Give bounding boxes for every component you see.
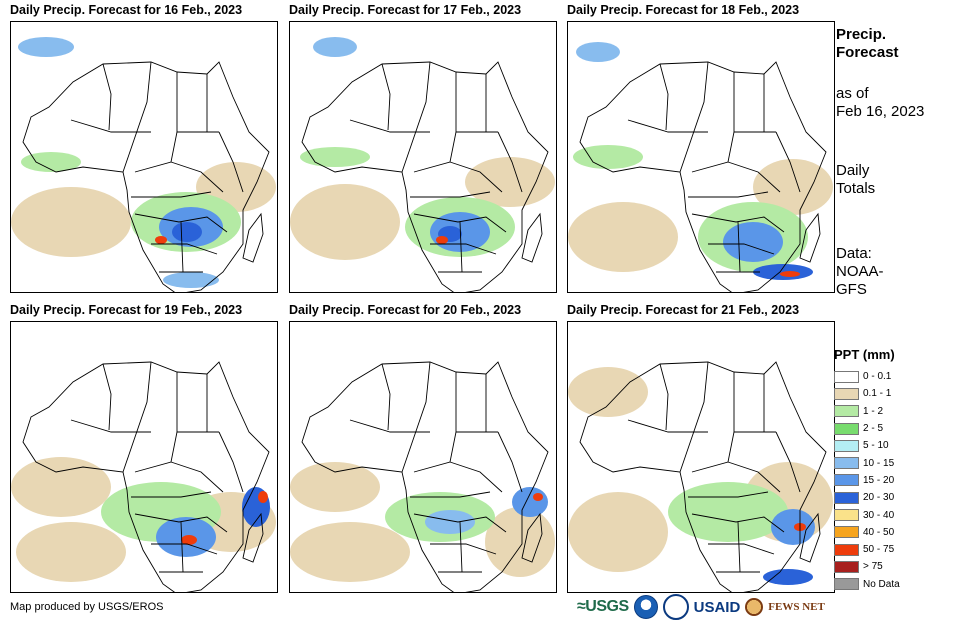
legend-item: 30 - 40	[834, 506, 900, 523]
legend-swatch	[834, 491, 859, 504]
legend-label: 20 - 30	[863, 492, 895, 504]
legend-swatch	[834, 578, 859, 591]
forecast-panel-6: Daily Precip. Forecast for 21 Feb., 2023	[567, 303, 835, 595]
forecast-panel-2: Daily Precip. Forecast for 17 Feb., 2023	[289, 3, 557, 295]
forecast-panel-5: Daily Precip. Forecast for 20 Feb., 2023	[289, 303, 557, 595]
legend-label: 10 - 15	[863, 457, 895, 469]
panel-title: Daily Precip. Forecast for 16 Feb., 2023	[10, 3, 243, 17]
precip-legend: PPT (mm) 0 - 0.1 0.1 - 1 1 - 2 2 - 5 5 - 10 1…	[834, 347, 900, 593]
legend-swatch	[834, 405, 859, 418]
forecast-map	[289, 321, 557, 593]
legend-item: 0 - 0.1	[834, 368, 900, 385]
legend-swatch	[834, 543, 859, 556]
panel-title: Daily Precip. Forecast for 21 Feb., 2023	[567, 303, 800, 317]
legend-label: No Data	[863, 578, 900, 590]
as-of-date: as of Feb 16, 2023	[836, 85, 961, 121]
legend-label: 1 - 2	[863, 405, 884, 417]
legend-title: PPT (mm)	[834, 347, 895, 362]
legend-swatch	[834, 439, 859, 452]
as-of-value: Feb 16, 2023	[836, 103, 925, 120]
legend-item: 0.1 - 1	[834, 385, 900, 402]
forecast-map	[10, 321, 278, 593]
heading-line: Forecast	[836, 44, 899, 61]
usaid-seal-icon	[662, 594, 689, 620]
legend-label: 15 - 20	[863, 474, 895, 486]
legend-item: 2 - 5	[834, 420, 900, 437]
totals-line: Totals	[836, 180, 876, 197]
legend-item: 1 - 2	[834, 403, 900, 420]
forecast-panel-4: Daily Precip. Forecast for 19 Feb., 2023	[10, 303, 278, 595]
legend-item: 50 - 75	[834, 541, 900, 558]
forecast-map	[10, 21, 278, 293]
legend-label: 40 - 50	[863, 526, 895, 538]
legend-label: 5 - 10	[863, 440, 889, 452]
data-source-line: Data:	[836, 245, 872, 262]
data-source: Data: NOAA- GFS	[836, 245, 961, 299]
panel-title: Daily Precip. Forecast for 19 Feb., 2023	[10, 303, 243, 317]
legend-item: 5 - 10	[834, 437, 900, 454]
legend-label: > 75	[863, 561, 883, 573]
legend-item: 15 - 20	[834, 472, 900, 489]
legend-swatch	[834, 387, 859, 400]
forecast-panel-1: Daily Precip. Forecast for 16 Feb., 2023	[10, 3, 278, 295]
legend-swatch	[834, 526, 859, 539]
panel-title: Daily Precip. Forecast for 20 Feb., 2023	[289, 303, 522, 317]
legend-item: 20 - 30	[834, 489, 900, 506]
legend-item: 40 - 50	[834, 524, 900, 541]
legend-item: 10 - 15	[834, 454, 900, 471]
legend-label: 0.1 - 1	[863, 388, 892, 400]
legend-label: 30 - 40	[863, 509, 895, 521]
forecast-map	[567, 321, 835, 593]
legend-swatch	[834, 457, 859, 470]
totals-line: Daily	[836, 162, 870, 179]
legend-swatch	[834, 422, 859, 435]
forecast-map	[567, 21, 835, 293]
panel-title: Daily Precip. Forecast for 17 Feb., 2023	[289, 3, 522, 17]
fews-net-logo: FEWS NET	[768, 601, 825, 613]
as-of-label: as of	[836, 85, 869, 102]
forecast-panel-3: Daily Precip. Forecast for 18 Feb., 2023	[567, 3, 835, 295]
data-source-line: GFS	[836, 281, 867, 298]
legend-label: 50 - 75	[863, 544, 895, 556]
legend-swatch	[834, 370, 859, 383]
panel-title: Daily Precip. Forecast for 18 Feb., 2023	[567, 3, 800, 17]
agency-logos: ≈USGS USAID FEWS NET	[577, 594, 825, 620]
legend-swatch	[834, 560, 859, 573]
heading-line: Precip.	[836, 26, 887, 43]
usaid-logo: USAID	[693, 598, 741, 616]
forecast-map	[289, 21, 557, 293]
legend-swatch	[834, 509, 859, 522]
legend-label: 2 - 5	[863, 423, 884, 435]
usgs-logo: ≈USGS	[577, 598, 629, 615]
fews-globe-icon	[745, 598, 764, 616]
legend-swatch	[834, 474, 859, 487]
noaa-logo-icon	[633, 595, 658, 619]
map-credit: Map produced by USGS/EROS	[10, 601, 164, 613]
legend-item: No Data	[834, 576, 900, 593]
legend-item: > 75	[834, 558, 900, 575]
forecast-heading: Precip. Forecast	[836, 26, 956, 62]
totals-label: Daily Totals	[836, 162, 961, 198]
data-source-line: NOAA-	[836, 263, 884, 280]
legend-label: 0 - 0.1	[863, 371, 892, 383]
